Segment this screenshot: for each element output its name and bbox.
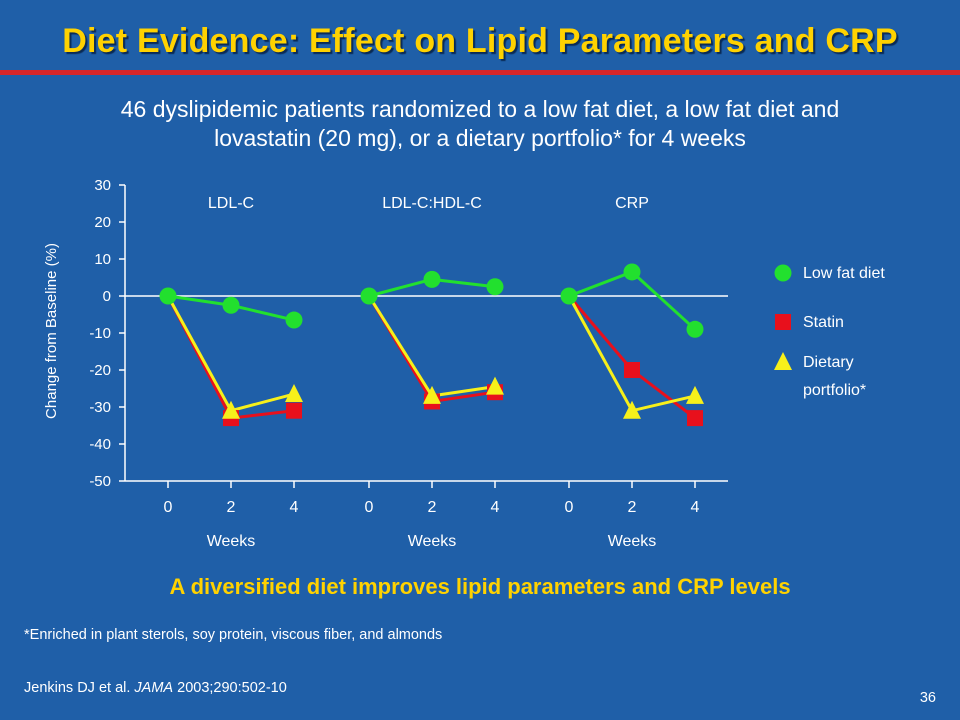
series-line-dietary-portfolio <box>367 295 496 398</box>
x-axis-label: Weeks <box>207 533 256 550</box>
study-description-line-2: lovastatin (20 mg), or a dietary portfol… <box>214 125 746 151</box>
panel-title: LDL-C <box>208 195 254 212</box>
x-axis-label: Weeks <box>608 533 657 550</box>
x-axis-label: Weeks <box>408 533 457 550</box>
y-tick-label: -50 <box>89 473 111 490</box>
data-point-low-fat-diet <box>285 311 303 329</box>
data-point-dietary-portfolio <box>222 400 240 419</box>
x-tick-label: 0 <box>565 499 574 516</box>
y-tick-label: 20 <box>94 214 111 231</box>
study-description-line-1: 46 dyslipidemic patients randomized to a… <box>120 96 840 122</box>
data-point-low-fat-diet <box>159 287 177 305</box>
panel-title: LDL-C:HDL-C <box>382 195 482 212</box>
data-point-low-fat-diet <box>222 296 240 314</box>
x-tick-label: 2 <box>227 499 236 516</box>
y-tick-label: 0 <box>103 288 111 305</box>
data-point-statin <box>286 402 302 419</box>
series-line-statin <box>367 295 496 403</box>
conclusion-statement: A diversified diet improves lipid parame… <box>169 574 791 599</box>
data-point-dietary-portfolio <box>486 376 504 395</box>
data-point-low-fat-diet <box>486 278 504 296</box>
y-tick-label: -30 <box>89 399 111 416</box>
legend-label: portfolio* <box>803 382 866 399</box>
data-point-dietary-portfolio <box>285 384 303 403</box>
page-number: 36 <box>919 690 936 706</box>
data-point-low-fat-diet <box>560 287 578 305</box>
data-point-statin <box>624 362 640 378</box>
series-line-low-fat-diet <box>568 270 697 331</box>
portfolio-footnote: *Enriched in plant sterols, soy protein,… <box>24 627 443 643</box>
x-tick-label: 4 <box>691 499 700 516</box>
data-point-dietary-portfolio <box>623 400 641 419</box>
data-point-dietary-portfolio <box>423 385 441 404</box>
x-tick-label: 2 <box>428 499 437 516</box>
citation-details: 2003;290:502-10 <box>177 680 287 696</box>
citation-journal: JAMA <box>134 680 174 696</box>
data-point-low-fat-diet <box>360 287 378 305</box>
y-tick-label: 30 <box>94 177 111 194</box>
legend-label: Low fat diet <box>803 265 885 282</box>
legend-marker-low-fat-diet <box>774 264 792 282</box>
x-tick-label: 2 <box>628 499 637 516</box>
panel-title: CRP <box>615 195 649 212</box>
title-divider <box>0 70 960 75</box>
legend-label: Statin <box>803 314 844 331</box>
x-tick-label: 0 <box>365 499 374 516</box>
data-point-low-fat-diet <box>623 263 641 281</box>
citation-authors: Jenkins DJ et al. <box>24 680 131 696</box>
data-point-low-fat-diet <box>423 270 441 288</box>
x-tick-label: 4 <box>290 499 299 516</box>
legend-label: Dietary <box>803 354 854 371</box>
x-tick-label: 0 <box>164 499 173 516</box>
data-point-statin <box>687 410 703 427</box>
legend-marker-statin <box>775 314 791 330</box>
y-tick-label: -40 <box>89 436 111 453</box>
y-axis-label: Change from Baseline (%) <box>43 243 60 419</box>
study-description: 46 dyslipidemic patients randomized to a… <box>40 95 920 153</box>
y-tick-label: -10 <box>89 325 111 342</box>
y-tick-label: -20 <box>89 362 111 379</box>
legend-marker-dietary-portfolio <box>774 352 792 370</box>
data-point-dietary-portfolio <box>686 385 704 404</box>
x-tick-label: 4 <box>491 499 500 516</box>
slide-title: Diet Evidence: Effect on Lipid Parameter… <box>62 22 898 60</box>
data-point-low-fat-diet <box>686 320 704 338</box>
citation: Jenkins DJ et al. JAMA 2003;290:502-10 <box>24 680 287 696</box>
y-tick-label: 10 <box>94 251 111 268</box>
